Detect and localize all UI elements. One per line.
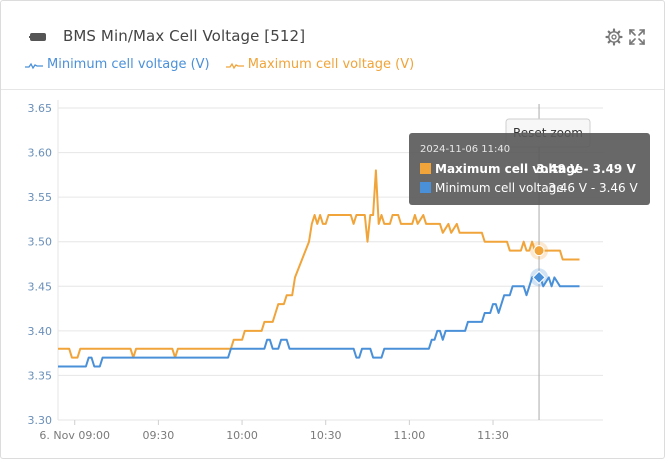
chart-tooltip: 2024-11-06 11:40 Maximum cell voltage 3.… xyxy=(409,133,650,205)
x-axis: 6. Nov 09:00 09:30 10:00 10:30 11:00 11:30 xyxy=(39,420,509,442)
widget-title: BMS Min/Max Cell Voltage [512] xyxy=(63,27,306,45)
legend-item-minimum[interactable]: Minimum cell voltage (V) xyxy=(25,57,210,72)
x-tick-label: 10:30 xyxy=(310,429,342,442)
hover-markers xyxy=(530,241,549,287)
y-tick-label: 3.60 xyxy=(28,147,53,160)
y-tick-label: 3.65 xyxy=(28,102,53,115)
y-tick-label: 3.35 xyxy=(28,369,53,382)
tooltip-value-max: 3.49 V - 3.49 V xyxy=(536,162,636,176)
tooltip-swatch-min xyxy=(420,182,431,193)
x-tick-label: 11:30 xyxy=(477,429,509,442)
legend-line-icon xyxy=(225,62,244,69)
legend-item-maximum[interactable]: Maximum cell voltage (V) xyxy=(225,57,415,72)
x-tick-label: 10:00 xyxy=(226,429,258,442)
tooltip-value-min: 3.46 V - 3.46 V xyxy=(548,181,638,195)
chart-legend: Minimum cell voltage (V) Maximum cell vo… xyxy=(25,57,426,74)
y-tick-label: 3.50 xyxy=(28,236,53,249)
expand-icon[interactable] xyxy=(628,28,646,46)
legend-line-icon xyxy=(25,62,43,69)
tooltip-time: 2024-11-06 11:40 xyxy=(420,144,510,155)
x-tick-label: 6. Nov 09:00 xyxy=(39,429,110,442)
chart-grid xyxy=(57,100,603,421)
x-tick-label: 09:30 xyxy=(143,429,175,442)
y-tick-label: 3.55 xyxy=(28,191,53,204)
y-axis: 3.30 3.35 3.40 3.45 3.50 3.55 3.60 3.65 xyxy=(28,102,53,427)
y-tick-label: 3.45 xyxy=(28,280,53,293)
y-tick-label: 3.40 xyxy=(28,325,53,338)
line-chart[interactable]: 3.30 3.35 3.40 3.45 3.50 3.55 3.60 3.65 6. Nov … xyxy=(1,90,664,458)
gear-icon[interactable] xyxy=(605,28,623,46)
battery-icon xyxy=(29,33,46,41)
y-tick-label: 3.30 xyxy=(28,414,53,427)
marker-max xyxy=(533,245,545,257)
legend-label-maximum: Maximum cell voltage (V) xyxy=(247,57,415,72)
chart-series xyxy=(58,169,580,368)
tooltip-swatch-max xyxy=(420,163,431,174)
marker-min xyxy=(532,270,546,285)
widget-header: BMS Min/Max Cell Voltage [512] xyxy=(1,1,664,90)
series-line-minimum xyxy=(58,276,580,368)
tooltip-series-max: Maximum cell voltage xyxy=(435,162,583,176)
legend-label-minimum: Minimum cell voltage (V) xyxy=(47,57,210,72)
x-tick-label: 11:00 xyxy=(394,429,426,442)
series-line-maximum xyxy=(58,169,580,359)
tooltip-series-min: Minimum cell voltage xyxy=(435,181,564,195)
